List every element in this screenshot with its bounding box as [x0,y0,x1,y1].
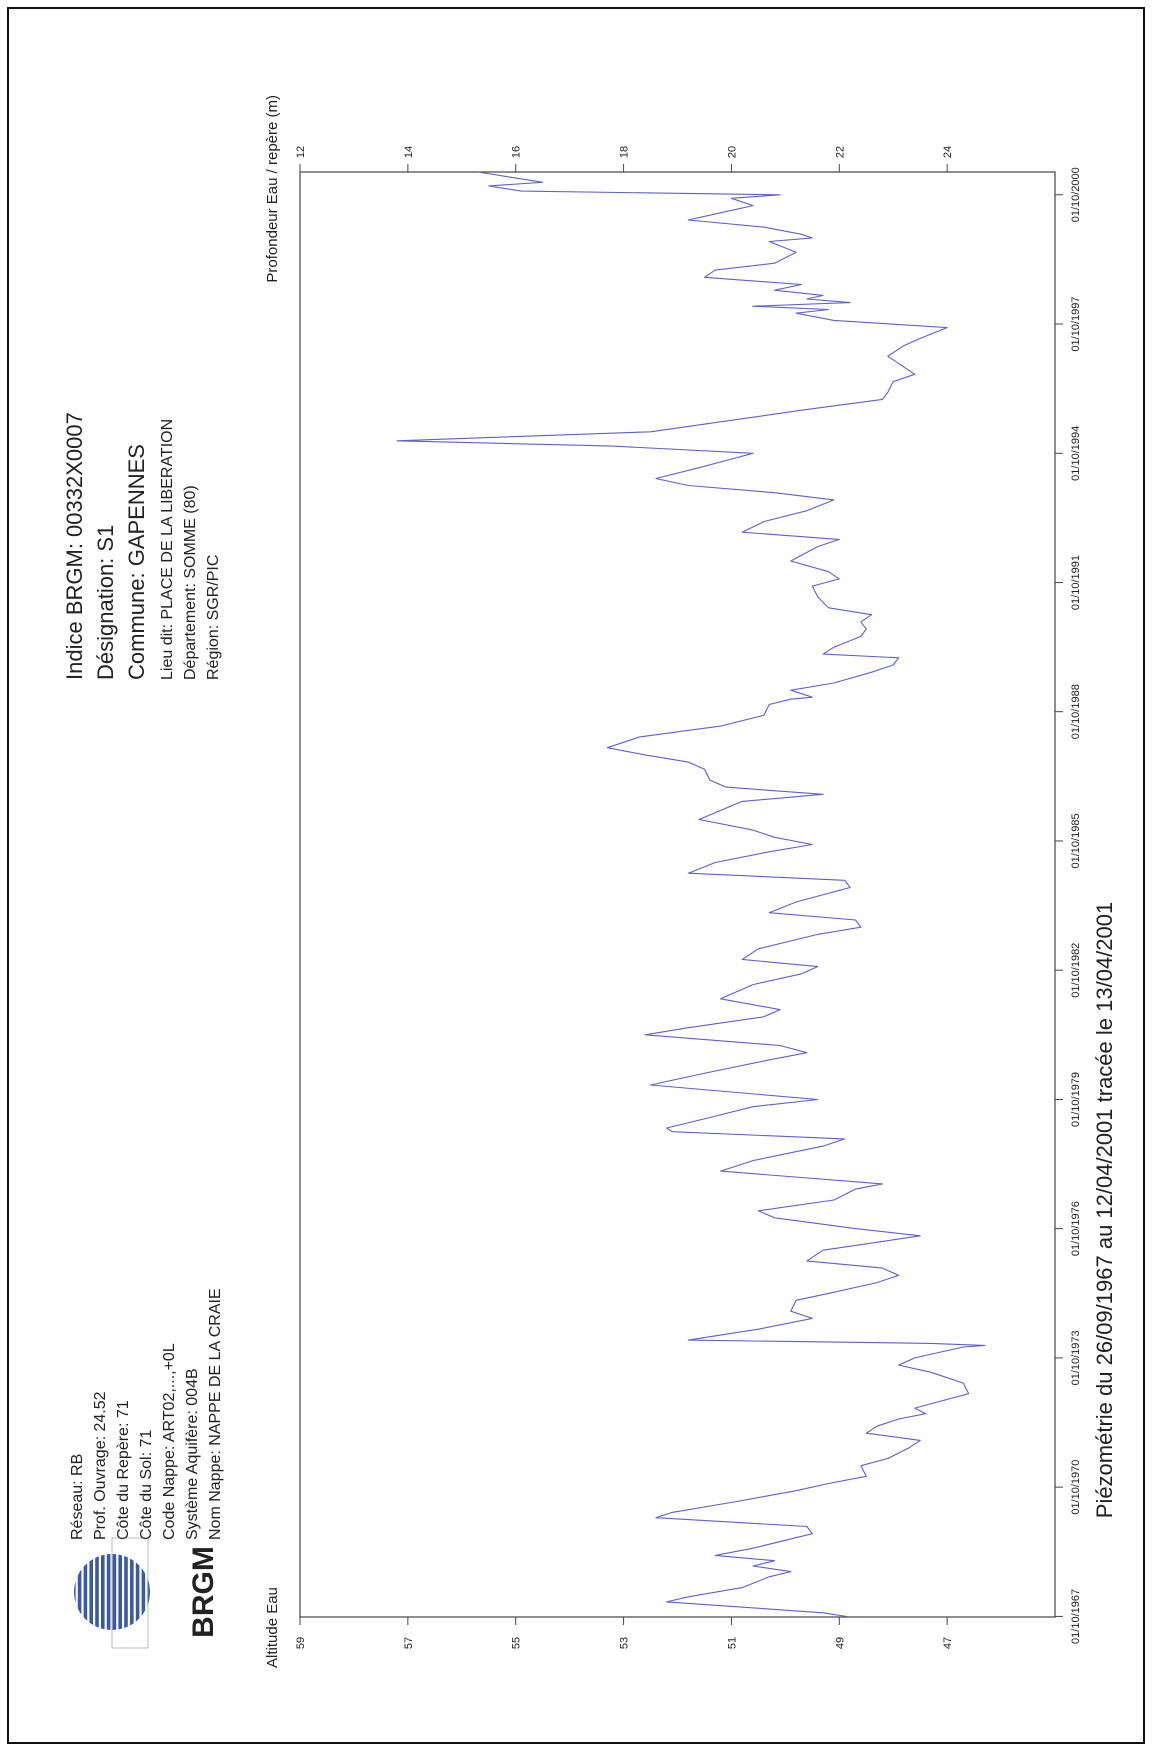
x-tick-label: 01/10/1973 [1070,1330,1082,1385]
region: Région: SGR/PIC [205,555,222,680]
x-tick-label: 01/10/1967 [1070,1589,1082,1644]
x-tick-label: 01/10/1982 [1070,943,1082,998]
y-left-tick-label: 53 [619,1637,631,1649]
logo-wordmark: BRGM [187,1546,220,1638]
station-info-block: Indice BRGM: 00332X0007 Désignation: S1 … [62,412,222,680]
x-tick-label: 01/10/1988 [1070,684,1082,739]
series-line [396,171,986,1618]
x-tick-label: 01/10/1991 [1070,555,1082,610]
y-right-axis-label: Profondeur Eau / repère (m) [264,95,281,283]
y-right-tick-label: 14 [403,146,415,158]
y-right-tick-label: 20 [726,146,738,158]
lieu-dit: Lieu dit: PLACE DE LA LIBERATION [159,419,176,680]
y-left-tick-label: 55 [511,1637,523,1649]
commune: Commune: GAPENNES [124,444,149,680]
y-right-tick-label: 16 [511,146,523,158]
code-nappe: Code Nappe: ART02,...,+0L [161,1343,178,1540]
departement: Département: SOMME (80) [182,485,199,680]
x-tick-label: 01/10/1985 [1070,813,1082,868]
y-right-tick-label: 12 [295,146,307,158]
series-group [396,171,986,1618]
systeme-aquifere: Système Aquifère: 004B [184,1368,201,1540]
y-left-tick-label: 51 [726,1637,738,1649]
reseau: Réseau: RB [69,1454,86,1540]
page-frame [7,7,1145,1744]
designation: Désignation: S1 [93,525,118,680]
y-right-tick-label: 22 [834,146,846,158]
y-left-tick-label: 49 [834,1637,846,1649]
x-tick-label: 01/10/1976 [1070,1201,1082,1256]
x-tick-label: 01/10/2000 [1070,167,1082,222]
well-info-block: Réseau: RB Prof. Ouvrage: 24.52 Côte du … [69,1288,224,1540]
y-left-tick-label: 59 [295,1637,307,1649]
x-tick-label: 01/10/1997 [1070,296,1082,351]
x-tick-label: 01/10/1979 [1070,1072,1082,1127]
y-left-axis-label: Altitude Eau [264,1587,281,1668]
prof-ouvrage: Prof. Ouvrage: 24.52 [92,1391,109,1540]
cote-repere: Côte du Repère: 71 [115,1400,132,1540]
nom-nappe: Nom Nappe: NAPPE DE LA CRAIE [207,1288,224,1540]
cote-sol: Côte du Sol: 71 [138,1430,155,1540]
x-tick-label: 01/10/1994 [1070,426,1082,481]
tick-group: 01/10/1967 01/10/1970 01/10/1973 01/10/1976… [295,146,1082,1649]
plot-area [299,171,1056,1618]
brgm-logo: BRGM [74,1537,220,1649]
x-tick-label: 01/10/1970 [1070,1460,1082,1515]
chart-footer-title: Piézométrie du 26/09/1967 au 12/04/2001 … [1092,902,1117,1518]
y-right-tick-label: 24 [942,146,954,158]
y-left-tick-label: 47 [942,1637,954,1649]
y-left-tick-label: 57 [403,1637,415,1649]
y-right-tick-label: 18 [619,146,631,158]
indice-brgm: Indice BRGM: 00332X0007 [62,412,87,680]
